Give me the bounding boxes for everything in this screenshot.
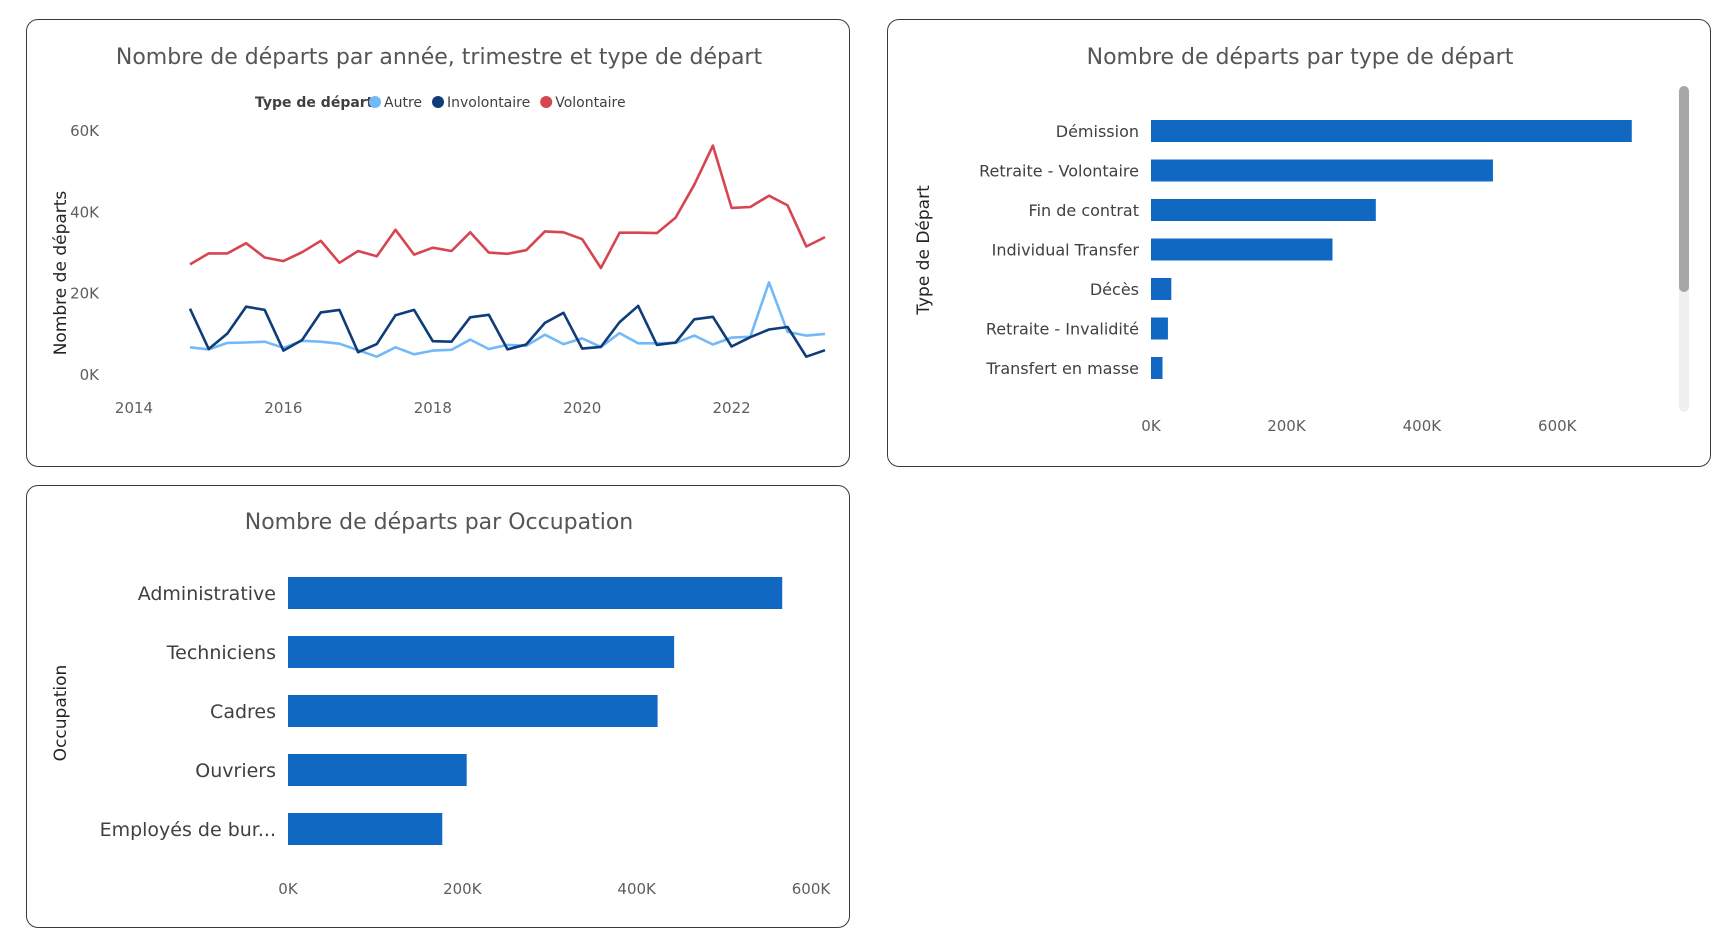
category-label: Cadres xyxy=(210,701,276,723)
bar[interactable] xyxy=(1151,238,1333,261)
x-tick-label: 2014 xyxy=(115,399,153,417)
x-tick-label: 600K xyxy=(1538,417,1578,435)
series-line-involontaire[interactable] xyxy=(188,304,826,359)
legend-label-autre[interactable]: Autre xyxy=(384,95,422,111)
bar[interactable] xyxy=(288,813,443,845)
legend-marker-volontaire xyxy=(540,96,553,108)
category-label: Individual Transfer xyxy=(992,241,1140,260)
legend-label-involontaire[interactable]: Involontaire xyxy=(447,95,530,111)
bar[interactable] xyxy=(1151,317,1168,340)
bar[interactable] xyxy=(1151,357,1163,379)
bar[interactable] xyxy=(1151,120,1632,142)
bar[interactable] xyxy=(288,695,658,727)
category-label: Ouvriers xyxy=(195,760,276,782)
line-chart-panel: Nombre de départs par année, trimestre e… xyxy=(26,19,850,467)
legend-title: Type de départ xyxy=(255,95,374,111)
chart-title: Nombre de départs par type de départ xyxy=(1087,45,1514,70)
y-tick-label: 0K xyxy=(80,366,101,384)
x-tick-label: 400K xyxy=(1403,417,1443,435)
bar[interactable] xyxy=(288,636,675,668)
x-tick-label: 2022 xyxy=(713,399,751,417)
legend-marker-autre xyxy=(369,96,381,108)
category-label: Retraite - Volontaire xyxy=(979,162,1139,181)
category-label: Fin de contrat xyxy=(1029,201,1139,220)
bar[interactable] xyxy=(1151,199,1376,221)
x-tick-label: 2018 xyxy=(414,399,452,417)
scrollbar-thumb[interactable] xyxy=(1679,86,1689,292)
category-label: Démission xyxy=(1056,122,1139,141)
legend-label-volontaire[interactable]: Volontaire xyxy=(555,95,625,111)
x-tick-label: 400K xyxy=(617,880,657,898)
chart-title: Nombre de départs par Occupation xyxy=(245,510,634,535)
y-axis-title: Nombre de départs xyxy=(51,191,71,356)
bar[interactable] xyxy=(288,754,467,786)
y-axis-title: Occupation xyxy=(51,665,71,762)
occupation-bar-chart: Nombre de départs par Occupation Occupat… xyxy=(51,510,832,898)
x-tick-label: 200K xyxy=(443,880,483,898)
category-label: Retraite - Invalidité xyxy=(986,320,1139,339)
legend[interactable]: Type de départ Autre Involontaire Volontai… xyxy=(255,95,626,111)
y-tick-label: 40K xyxy=(70,203,100,221)
occupation-chart-panel: Nombre de départs par Occupation Occupat… xyxy=(26,485,850,928)
category-label: Administrative xyxy=(138,583,276,605)
x-tick-label: 2016 xyxy=(264,399,302,417)
series-line-volontaire[interactable] xyxy=(189,144,826,270)
category-label: Transfert en masse xyxy=(985,359,1139,378)
x-tick-label: 0K xyxy=(278,880,299,898)
bar[interactable] xyxy=(1151,159,1493,182)
x-tick-label: 600K xyxy=(792,880,832,898)
type-bar-chart: Nombre de départs par type de départ Typ… xyxy=(914,45,1689,435)
y-tick-label: 20K xyxy=(70,285,100,303)
legend-marker-involontaire xyxy=(432,96,445,108)
category-label: Techniciens xyxy=(166,642,276,664)
chart-title: Nombre de départs par année, trimestre e… xyxy=(116,45,763,70)
x-tick-label: 200K xyxy=(1267,417,1307,435)
y-axis-title: Type de Départ xyxy=(914,185,934,316)
x-tick-label: 2020 xyxy=(563,399,601,417)
bar[interactable] xyxy=(288,577,783,609)
x-tick-label: 0K xyxy=(1141,417,1162,435)
type-chart-panel: Nombre de départs par type de départ Typ… xyxy=(887,19,1711,467)
category-label: Employés de bur... xyxy=(100,819,276,841)
y-tick-label: 60K xyxy=(70,122,100,140)
category-label: Décès xyxy=(1090,280,1139,299)
bar[interactable] xyxy=(1151,278,1172,300)
line-chart: Nombre de départs par année, trimestre e… xyxy=(51,45,826,417)
